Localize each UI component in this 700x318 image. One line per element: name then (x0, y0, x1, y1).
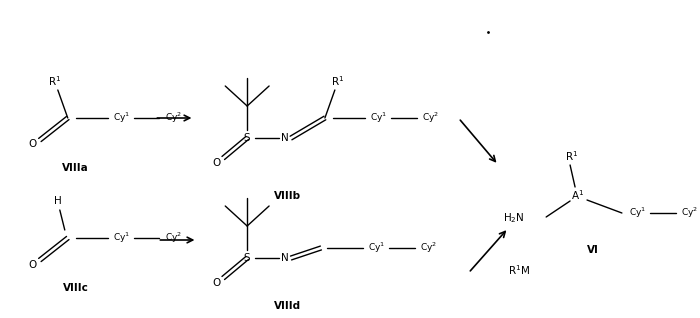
Text: N: N (281, 253, 289, 263)
Text: VIIId: VIIId (274, 301, 300, 311)
Text: R$^1$: R$^1$ (48, 74, 62, 88)
Text: VIIIc: VIIIc (63, 283, 89, 293)
Text: O: O (212, 158, 220, 168)
Text: H$_2$N: H$_2$N (503, 211, 524, 225)
Text: Cy$^1$: Cy$^1$ (113, 231, 130, 245)
Text: O: O (29, 260, 37, 270)
Text: O: O (212, 278, 220, 288)
Text: R$^1$: R$^1$ (566, 149, 579, 163)
Text: Cy$^2$: Cy$^2$ (422, 111, 439, 125)
Text: S: S (244, 253, 251, 263)
Text: Cy$^1$: Cy$^1$ (368, 241, 385, 255)
Text: S: S (244, 133, 251, 143)
Text: Cy$^1$: Cy$^1$ (370, 111, 387, 125)
Text: VIIIb: VIIIb (274, 191, 300, 201)
Text: O: O (29, 139, 37, 149)
Text: H: H (54, 196, 62, 206)
Text: VIIIa: VIIIa (62, 163, 89, 173)
Text: Cy$^1$: Cy$^1$ (113, 111, 130, 125)
Text: R$^1$M: R$^1$M (508, 263, 531, 277)
Text: Cy$^2$: Cy$^2$ (420, 241, 437, 255)
Text: R$^1$: R$^1$ (331, 74, 344, 88)
Text: A$^1$: A$^1$ (571, 188, 584, 202)
Text: Cy$^2$: Cy$^2$ (681, 206, 698, 220)
Text: Cy$^2$: Cy$^2$ (165, 231, 182, 245)
Text: VI: VI (587, 245, 599, 255)
Text: Cy$^1$: Cy$^1$ (629, 206, 646, 220)
Text: Cy$^2$: Cy$^2$ (165, 111, 182, 125)
Text: N: N (281, 133, 289, 143)
